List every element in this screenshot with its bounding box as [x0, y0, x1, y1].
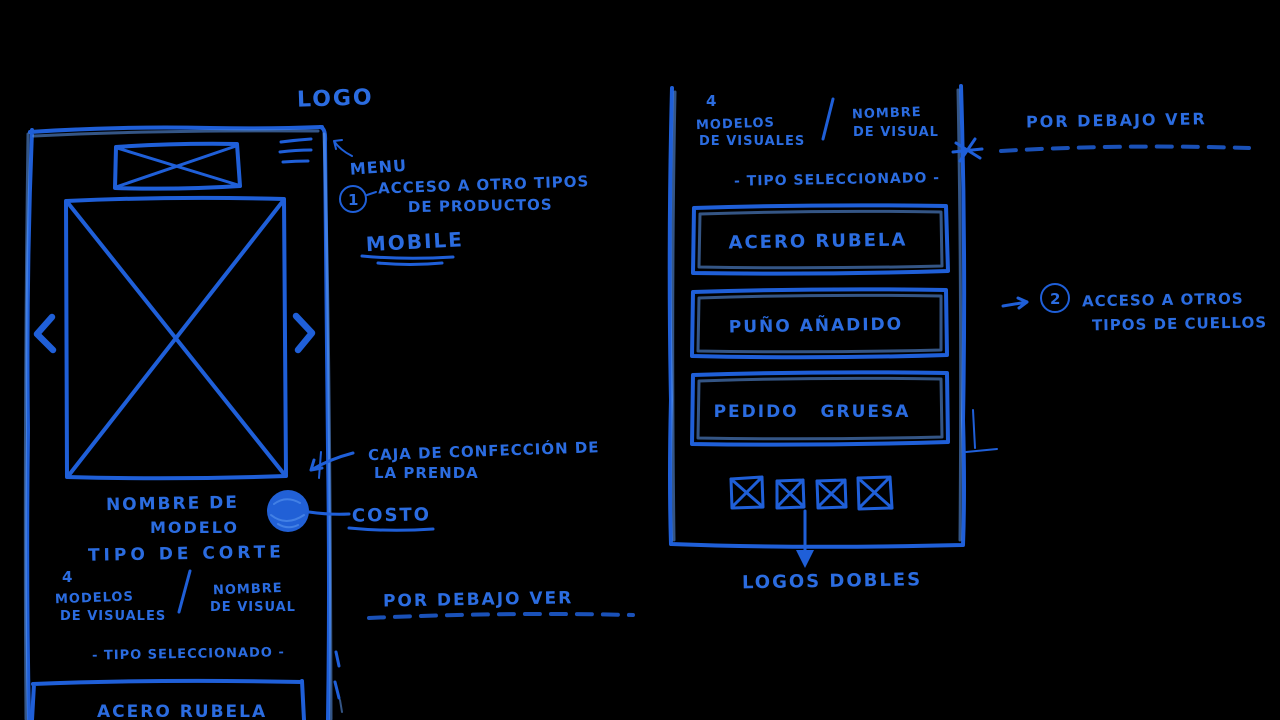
right-panel-sketch: 4 MODELOS DE VISUALES NOMBRE DE VISUAL -…: [667, 84, 998, 593]
cost-underline: [347, 526, 435, 532]
panel-edges-overstroke: [671, 88, 963, 542]
annotation-2-line1: ACCESO A OTROS: [1082, 290, 1244, 311]
visuals-divider-bar: [177, 569, 192, 614]
config-annotation-line1: CAJA DE CONFECCIÓN DE: [368, 437, 600, 464]
image-placeholder-x-icon: [66, 199, 286, 477]
thumbnail-1-x-box: [729, 475, 765, 510]
annotation-1-number: 1: [348, 191, 358, 209]
selected-type-label: - TIPO SELECCIONADO -: [92, 645, 285, 663]
next-arrow-icon: [292, 312, 316, 354]
logo-placeholder-box: [113, 141, 242, 191]
menu-pointer-arrow-icon: [333, 139, 353, 157]
panel-edge-asterisk: [951, 137, 984, 163]
mobile-underline: [360, 254, 455, 266]
badge-scribble-lines: [270, 498, 305, 529]
option-button-2-box: [690, 287, 949, 360]
panel-edges: [667, 84, 967, 549]
config-pointer-arrow: [309, 451, 355, 472]
logo-annotation-label: LOGO: [297, 85, 375, 113]
visuals-count: 4: [62, 568, 72, 586]
annotation-2-circle: [1040, 283, 1070, 313]
annotation-2-line2: TIPOS DE CUELLOS: [1092, 313, 1267, 334]
sketch-button-label: ACERO RUBELA: [97, 702, 267, 720]
annotation-1-circle: [339, 185, 367, 213]
cut-type-label: TIPO DE CORTE: [88, 542, 285, 565]
logos-label: LOGOS DOBLES: [742, 569, 922, 593]
visual-name-line2: DE VISUAL: [853, 125, 939, 140]
model-name-line2: MODELO: [150, 518, 239, 537]
phone-frame-overstroke: [23, 129, 333, 720]
visuals-line2: DE VISUALES: [699, 134, 805, 149]
visuals-line1: MODELOS: [696, 115, 775, 133]
cost-label: COSTO: [352, 504, 431, 526]
image-placeholder-box: [64, 195, 288, 481]
fold-dashed-line-right: [999, 144, 1251, 153]
right-annotations: POR DEBAJO VER 2 ACCESO A OTROS TIPOS DE…: [999, 109, 1267, 334]
frame-edge-tick-light: [339, 699, 343, 713]
panel-side-bracket: [965, 409, 998, 453]
option-button-3-overstroke: [696, 376, 944, 441]
option-button-2-label: PUÑO AÑADIDO: [729, 311, 904, 337]
config-pointer-tick: [318, 451, 322, 479]
below-fold-note-right: POR DEBAJO VER: [1026, 109, 1207, 131]
option-button-3-label: PEDIDO GRUESA: [714, 402, 911, 422]
below-fold-note-left: POR DEBAJO VER: [383, 588, 574, 611]
prev-arrow-icon: [33, 313, 57, 354]
annotation-2-number: 2: [1050, 290, 1060, 308]
thumbnail-3-x-box: [815, 478, 848, 510]
config-annotation-line2: LA PRENDA: [374, 464, 479, 482]
thumbnail-4-x-box: [856, 475, 894, 511]
visuals-count: 4: [706, 92, 716, 110]
cost-connector-line: [307, 510, 351, 516]
option-button-3-box: [690, 370, 950, 447]
visuals-divider-bar: [821, 97, 835, 141]
option-button-2-overstroke: [696, 293, 943, 354]
visual-name-line1: NOMBRE: [852, 105, 922, 122]
logos-arrowhead-icon: [796, 550, 814, 568]
visual-name-line1: NOMBRE: [213, 581, 283, 598]
menu-annotation-label: MENU: [349, 156, 407, 179]
annotation-1-line2: DE PRODUCTOS: [408, 196, 553, 217]
option-button-1-overstroke: [697, 209, 944, 270]
annotation-1-dash: [366, 191, 377, 196]
annotation-1-line1: ACCESO A OTRO TIPOS: [378, 172, 590, 197]
annotation-2-arrow-icon: [1001, 296, 1029, 310]
mobile-label: MOBILE: [365, 227, 464, 256]
left-annotations: LOGO MENU 1 ACCESO A OTRO TIPOS DE PRODU…: [297, 85, 635, 620]
sketch-button-box: [30, 678, 306, 720]
badge-scribble-circle: [267, 490, 309, 532]
fold-dashed-line-left: [367, 612, 635, 620]
option-button-1-box: [691, 203, 950, 276]
logo-placeholder-x-icon: [114, 144, 240, 189]
hamburger-menu-icon: [278, 137, 313, 164]
selected-type-label: - TIPO SELECCIONADO -: [734, 170, 940, 190]
visuals-line2: DE VISUALES: [60, 609, 166, 624]
thumbnail-2-x-box: [775, 478, 806, 510]
visuals-line1: MODELOS: [55, 589, 134, 607]
left-phone-sketch: NOMBRE DE MODELO TIPO DE CORTE 4 MODELOS…: [23, 125, 355, 720]
model-name-line1: NOMBRE DE: [106, 493, 239, 515]
option-button-1-label: ACERO RUBELA: [728, 229, 907, 253]
frame-edge-ticks: [333, 650, 341, 700]
visual-name-line2: DE VISUAL: [210, 600, 296, 615]
